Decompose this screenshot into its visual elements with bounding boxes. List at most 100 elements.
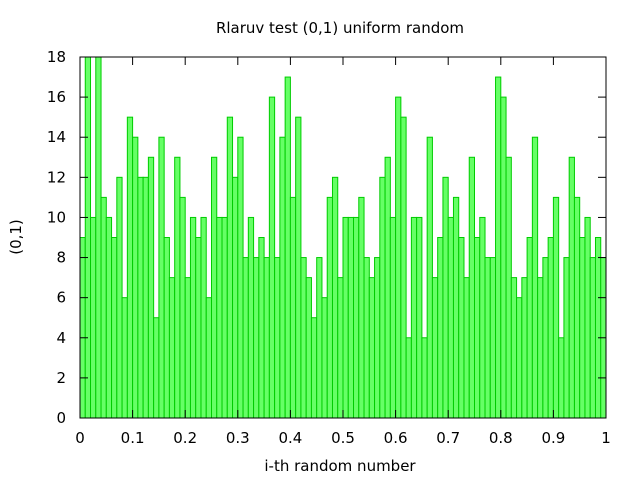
histogram-bar [452,196,460,419]
histogram-bar [521,277,528,419]
histogram-bar [184,277,191,419]
y-tick-label: 6 [56,289,66,307]
histogram-bar [500,96,507,419]
y-tick-label: 12 [47,168,66,186]
histogram-bar [116,176,123,419]
histogram-bar [442,176,449,419]
histogram-bar [468,156,475,419]
histogram-bar [247,216,255,419]
histogram-bar [594,237,602,419]
histogram-bar [431,277,439,419]
histogram-bar [516,297,523,419]
histogram-bar [395,96,402,419]
y-tick-label: 2 [56,369,66,387]
histogram-bar [174,156,181,419]
x-tick-label: 0.1 [121,429,145,447]
histogram-bar [437,237,444,419]
y-tick-label: 4 [56,329,66,347]
histogram-bar [379,176,386,419]
histogram-bar [426,136,433,419]
histogram-bar [389,216,397,419]
x-tick-label: 0.9 [541,429,565,447]
histogram-bar [258,237,265,419]
histogram-bar [589,257,596,419]
histogram-bar [289,196,297,419]
y-tick-labels: 0 2 4 6 8 10 12 14 16 18 [47,48,66,427]
histogram-bar [205,297,213,419]
histogram-bar [95,56,102,419]
histogram-bar [153,317,160,419]
x-tick-labels: 0 0.1 0.2 0.3 0.4 0.5 0.6 0.7 0.8 0.9 1 [75,429,611,447]
histogram-bar [263,257,270,419]
histogram-bar [121,297,128,419]
x-tick-label: 0.8 [489,429,513,447]
histogram-bar [232,176,239,419]
axes-group [79,56,607,419]
histogram-bar [552,196,560,419]
histogram-bar [274,257,281,419]
histogram-bar [300,257,307,419]
histogram-bar [421,337,428,419]
y-tick-label: 10 [47,208,66,226]
histogram-bar [147,156,155,419]
x-tick-label: 0.7 [436,429,460,447]
histogram-bar [216,216,223,419]
histogram-bar [105,216,113,419]
histogram-bar [168,277,176,419]
histogram-bar [526,237,533,419]
histogram-bar [79,237,86,419]
histogram-bar [211,156,218,419]
histogram-bar [126,116,134,419]
histogram-bar [573,196,581,419]
histogram-bar [547,237,554,419]
histogram-bar [353,216,360,419]
histogram-bar [189,216,197,419]
histogram-bar [479,216,486,419]
histogram-bar [410,216,418,419]
histogram-bar [537,277,544,419]
histogram-bar [221,216,228,419]
histogram-bar [195,237,202,419]
x-tick-label: 0.5 [331,429,355,447]
histogram-bar [484,257,491,419]
y-axis-label: (0,1) [7,219,25,255]
histogram-bar [316,257,323,419]
histogram-bar [179,196,186,419]
histogram-bar [400,116,407,419]
histogram-bar [253,257,260,419]
histogram-bar [531,136,539,419]
histogram-bar [489,257,497,419]
y-tick-label: 8 [56,249,66,267]
histogram-bar [584,216,591,419]
histogram-bar [163,237,170,419]
histogram-bar [542,257,549,419]
histogram-bar [495,76,502,419]
histogram-bar [368,277,376,419]
histogram-bar [458,237,465,419]
histogram-bar [347,216,355,419]
histogram-bar [111,237,118,419]
histogram-bar [416,216,423,419]
y-tick-label: 18 [47,48,66,66]
histogram-bar [447,216,454,419]
histogram-bar [342,216,349,419]
histogram-bar [200,216,207,419]
histogram-bar [326,196,333,419]
x-tick-label: 0.4 [278,429,302,447]
histogram-bar [84,56,92,419]
histogram-bar [158,136,165,419]
x-tick-label: 0 [75,429,85,447]
x-tick-label: 0.2 [173,429,197,447]
x-tick-label: 0.6 [384,429,408,447]
histogram-bar [142,176,149,419]
histogram-bar [284,76,291,419]
y-tick-label: 16 [47,88,66,106]
y-tick-label: 0 [56,409,66,427]
histogram-bar [358,196,365,419]
bars-group [79,56,607,419]
histogram-bar [132,136,139,419]
histogram-bar [331,176,339,419]
histogram-bar [90,216,97,419]
chart-title: Rlaruv test (0,1) uniform random [216,19,464,37]
